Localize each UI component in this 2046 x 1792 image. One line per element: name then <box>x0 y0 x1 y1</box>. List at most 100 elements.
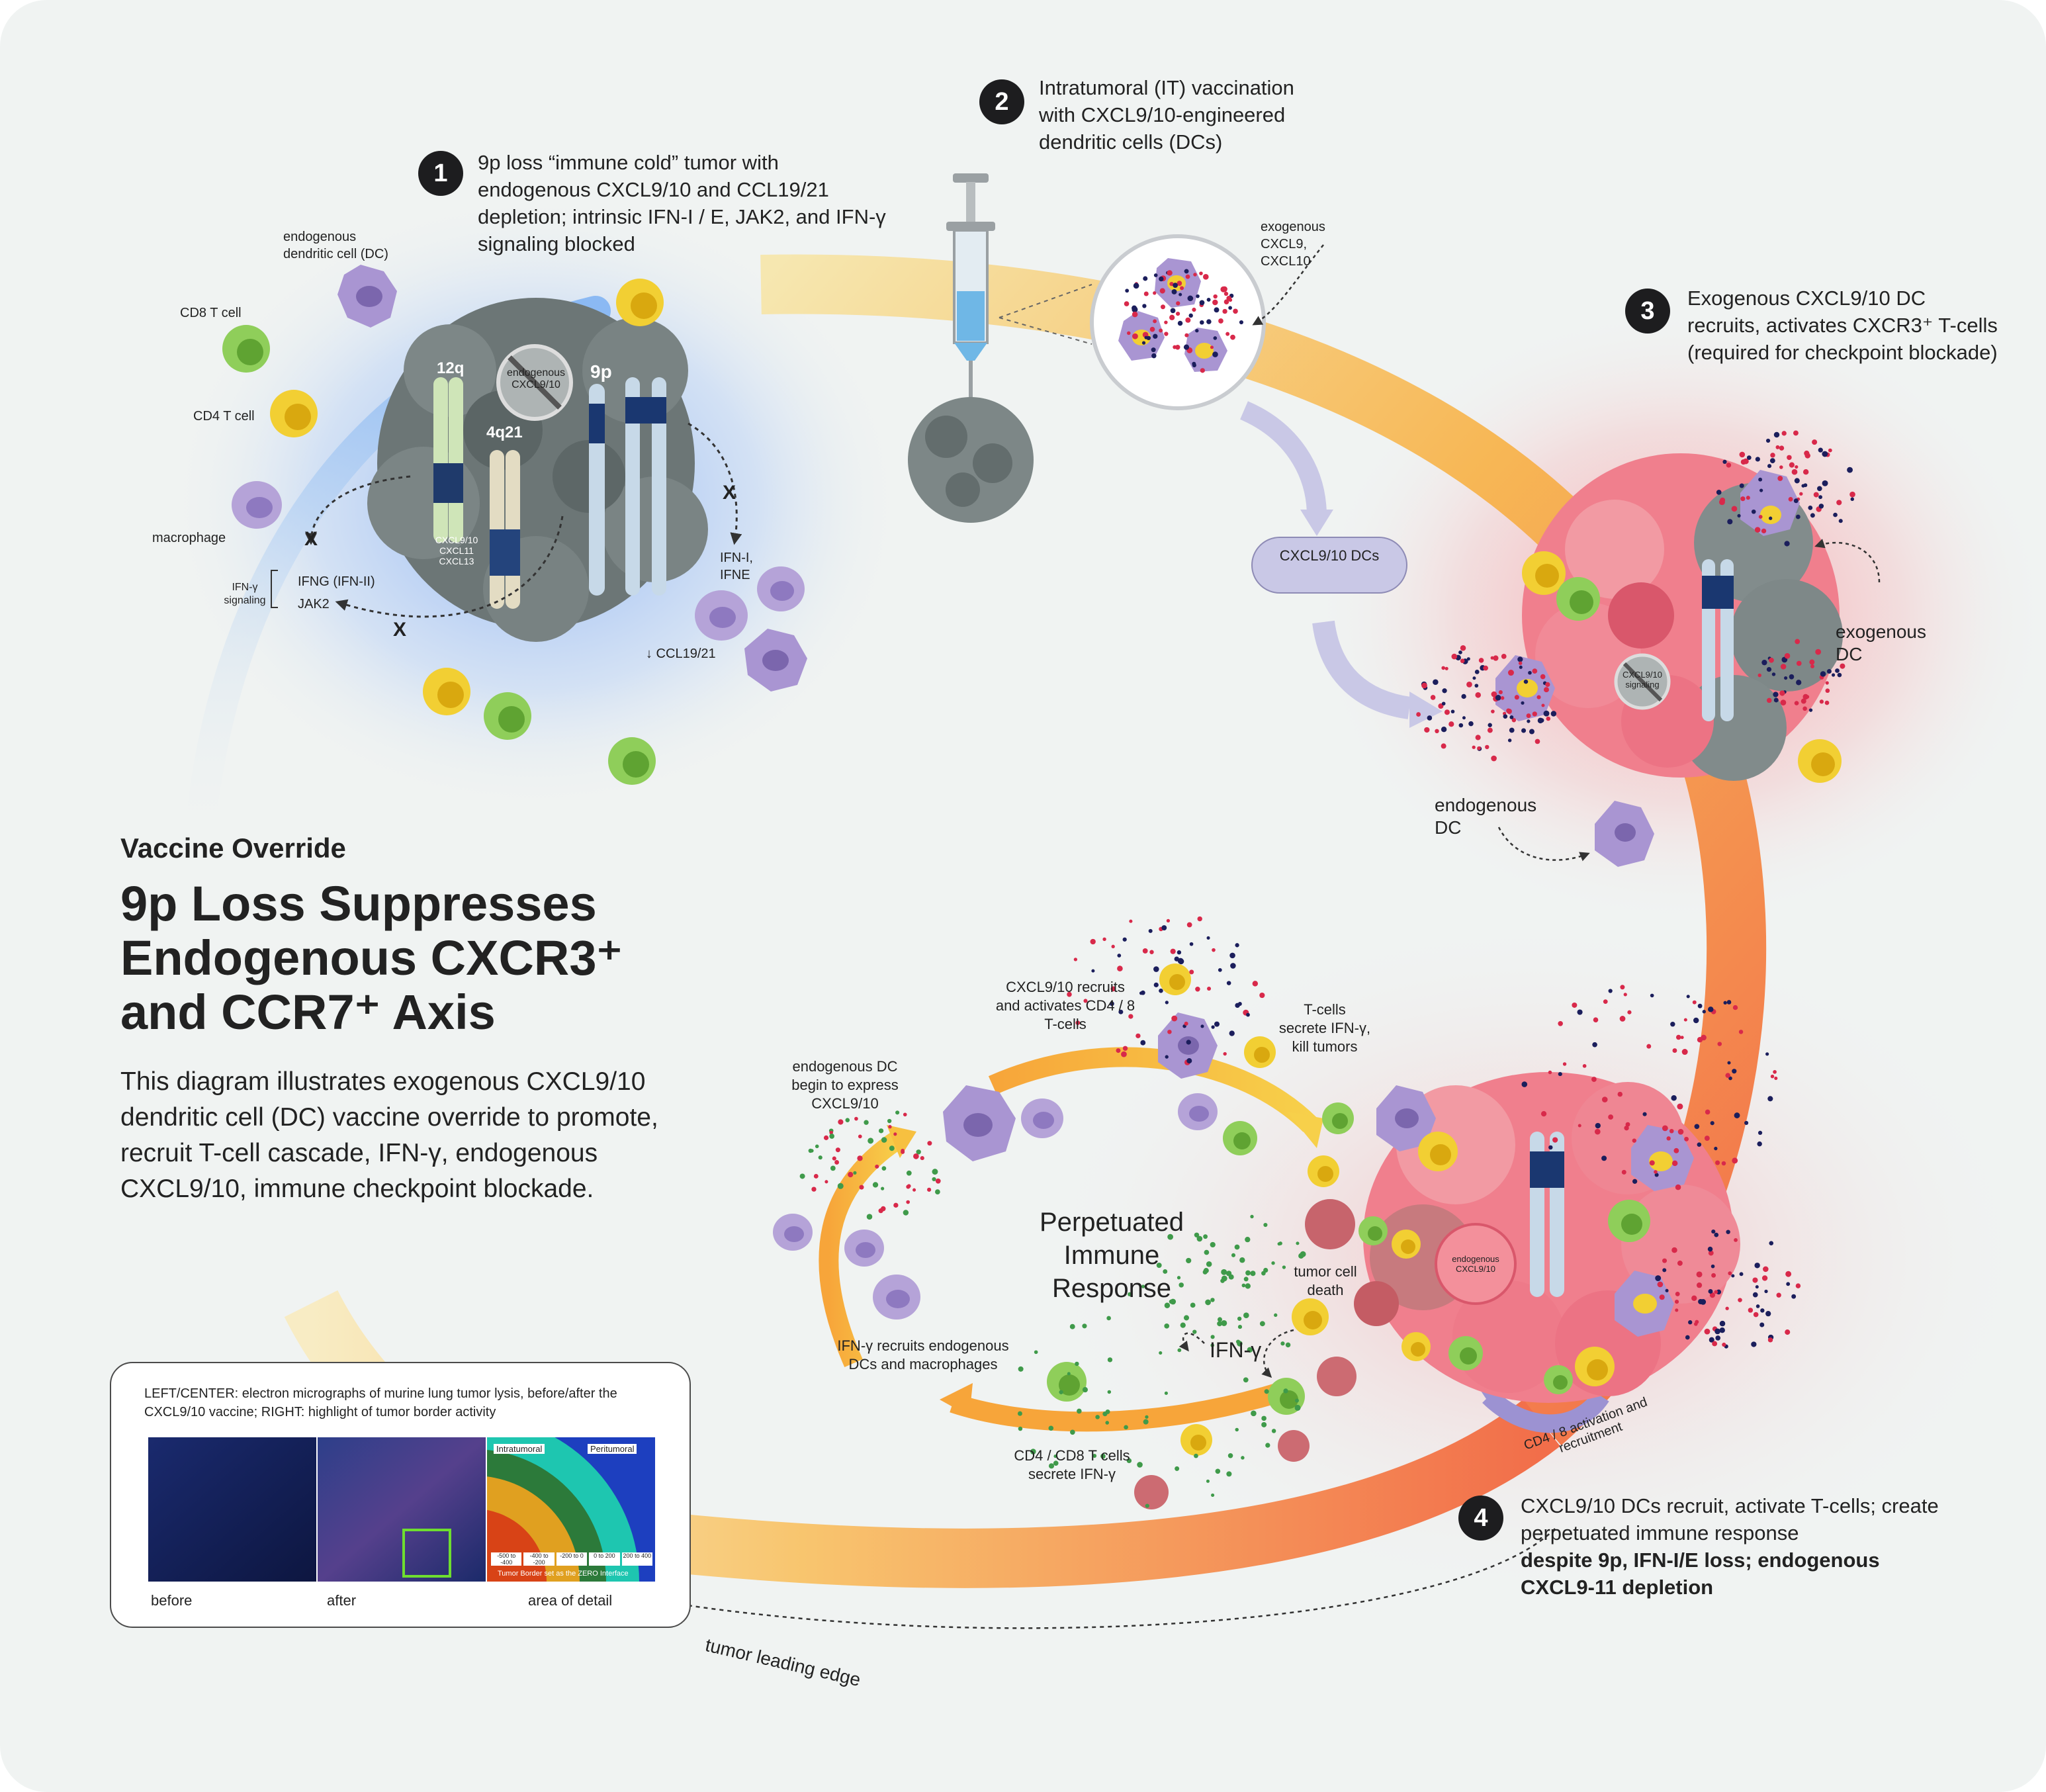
label-border: Tumor Border set as the ZERO Interface <box>498 1570 629 1578</box>
step-4-number: 4 <box>1458 1496 1503 1541</box>
zoom-lines <box>999 284 1092 345</box>
label-before: before <box>151 1592 193 1609</box>
ifn-gamma-pointer <box>1179 1332 1205 1352</box>
bin-label: 200 to 400 <box>621 1552 653 1566</box>
purple-arrow-down-head <box>1300 510 1333 536</box>
label-ifng: IFNG (IFN-II) <box>298 574 375 589</box>
micrograph-inset: LEFT/CENTER: electron micrographs of mur… <box>110 1362 691 1628</box>
loop-arrow-top-head <box>1287 1112 1323 1148</box>
label-recruits: CXCL9/10 recruits and activates CD4 / 8 … <box>995 979 1135 1032</box>
label-jak2: JAK2 <box>298 597 330 611</box>
title-line-3: and CCR7⁺ Axis <box>120 985 496 1040</box>
cd8-tcell-step1 <box>222 325 270 373</box>
loop-arrow-bottom-head <box>940 1383 973 1416</box>
label-exogenous-dc: exogenous DC <box>1836 621 1927 664</box>
micrograph-after <box>318 1437 486 1582</box>
label-cd48-secrete: CD4 / CD8 T cells secrete IFN-γ <box>1014 1447 1130 1482</box>
step-3-number: 3 <box>1625 289 1670 334</box>
label-area-of-detail: area of detail <box>528 1592 613 1609</box>
tcell-cluster-step1 <box>423 279 664 785</box>
cxcl-stack-label: CXCL9/10 CXCL11 CXCL13 <box>435 535 478 566</box>
step-4-text-bold: despite 9p, IFN-I/E loss; endogenous CXC… <box>1521 1548 1880 1599</box>
label-tcells-secrete: T-cells secrete IFN-γ, kill tumors <box>1278 1001 1371 1055</box>
label-9p: 9p <box>590 361 612 382</box>
tcells-step3 <box>1522 551 1842 783</box>
micrograph-before <box>148 1437 316 1582</box>
label-exogenous: exogenous CXCL9, CXCL10 <box>1261 220 1325 269</box>
step-4-text: CXCL9/10 DCs recruit, activate T-cells; … <box>1521 1492 1944 1601</box>
label-endogenous-dc: endogenous DC <box>1435 795 1537 838</box>
dc-cells-step4 <box>773 1012 1694 1337</box>
purple-arrow-right <box>1312 620 1411 719</box>
step-3-text: Exogenous CXCL9/10 DC recruits, activate… <box>1687 287 1998 364</box>
label-macrophage: macrophage <box>152 531 226 545</box>
inset-caption: LEFT/CENTER: electron micrographs of mur… <box>144 1386 617 1419</box>
syringe <box>946 173 995 400</box>
label-ifn-i: IFN-I, IFNE <box>720 551 753 582</box>
x-mark-jak2: X <box>393 619 407 641</box>
signaling-badge-step3 <box>1614 653 1671 710</box>
dendritic-cell-step1 <box>337 265 397 328</box>
leading-edge-pointer <box>488 1528 1556 1629</box>
label-dc-express: endogenous DC begin to express CXCL9/10 <box>791 1058 899 1112</box>
label-tumor-death: tumor cell death <box>1294 1263 1357 1298</box>
label-12q: 12q <box>437 359 465 377</box>
endogenous-badge-step1 <box>496 344 573 421</box>
label-cd8: CD8 T cell <box>180 306 242 320</box>
label-ifn-gamma: IFN-γ <box>1210 1338 1262 1362</box>
label-ccl: ↓ CCL19/21 <box>646 647 716 661</box>
label-ifn-recruits: IFN-γ recruits endogenous DCs and macrop… <box>837 1337 1009 1372</box>
exogenous-dc-pointer <box>1814 539 1881 583</box>
title-line-1: 9p Loss Suppresses <box>120 876 597 931</box>
macrophage-step1 <box>232 481 282 529</box>
label-perpetuated: Perpetuated Immune Response <box>1040 1208 1184 1303</box>
signaling-badge-label: CXCL9/10 signaling <box>1623 670 1662 690</box>
injected-tumor <box>908 397 1034 523</box>
cxcl-dcs-pill-label: CXCL9/10 DCs <box>1279 547 1380 564</box>
loop-arrow-left <box>819 1130 906 1368</box>
signaling-bracket <box>271 570 278 608</box>
dying-tumor-cells <box>1134 1199 1399 1509</box>
area-highlight-box <box>402 1529 451 1578</box>
endogenous-badge-label: endogenous CXCL9/10 <box>506 367 566 390</box>
macrophage-cluster-step1 <box>695 566 807 692</box>
label-cd4: CD4 T cell <box>193 409 255 424</box>
step-2-text: Intratumoral (IT) vaccination with CXCL9… <box>1039 76 1294 154</box>
bin-label: -200 to 0 <box>556 1552 588 1566</box>
step-1-text: 9p loss “immune cold” tumor with endogen… <box>478 151 886 255</box>
step-2-number: 2 <box>979 79 1024 124</box>
kicker: Vaccine Override <box>120 832 346 864</box>
tumor-death-pointer <box>1261 1329 1294 1378</box>
endogenous-badge-step4-label: endogenous CXCL9/10 <box>1452 1254 1499 1274</box>
cd4-tcell-step1 <box>270 390 318 437</box>
label-endogenous-dc: endogenous dendritic cell (DC) <box>283 230 388 261</box>
purple-arrow-down <box>1239 401 1327 517</box>
page-title: 9p Loss Suppresses Endogenous CXCR3⁺ and… <box>120 877 716 1040</box>
x-mark-ifng: X <box>304 528 318 550</box>
activation-arrow <box>1482 1389 1609 1433</box>
loop-arrow-bottom <box>950 1383 1280 1432</box>
x-mark-ifn-i: X <box>723 482 736 504</box>
chromosomes-step4 <box>1530 1132 1564 1297</box>
label-peritumoral: Peritumoral <box>588 1444 637 1454</box>
label-ifn-signaling: IFN-γ signaling <box>224 582 266 606</box>
exogenous-zoom-circle <box>1090 234 1266 410</box>
exogenous-pointer <box>1252 244 1324 326</box>
bin-label: 0 to 200 <box>589 1552 620 1566</box>
label-4q21: 4q21 <box>486 424 523 441</box>
step-1-number: 1 <box>418 151 463 196</box>
title-line-2: Endogenous CXCR3⁺ <box>120 930 623 985</box>
description: This diagram illustrates exogenous CXCL9… <box>120 1067 658 1203</box>
label-intratumoral: Intratumoral <box>494 1444 545 1454</box>
cxcl-dcs-pill <box>1251 537 1407 594</box>
endogenous-badge-step4 <box>1435 1223 1517 1305</box>
step-4-text-regular: CXCL9/10 DCs recruit, activate T-cells; … <box>1521 1494 1939 1545</box>
dashed-arrow-ifn-i <box>688 422 742 545</box>
chromosomes-step1 <box>433 377 666 609</box>
purple-arrow-right-head <box>1409 692 1443 728</box>
label-after: after <box>327 1592 357 1609</box>
dashed-arrow-jak2 <box>335 515 564 618</box>
bin-labels: -500 to -400 -400 to -200 -200 to 0 0 to… <box>491 1552 653 1566</box>
bin-label: -500 to -400 <box>491 1552 522 1566</box>
chromosomes-step3 <box>1702 559 1734 721</box>
